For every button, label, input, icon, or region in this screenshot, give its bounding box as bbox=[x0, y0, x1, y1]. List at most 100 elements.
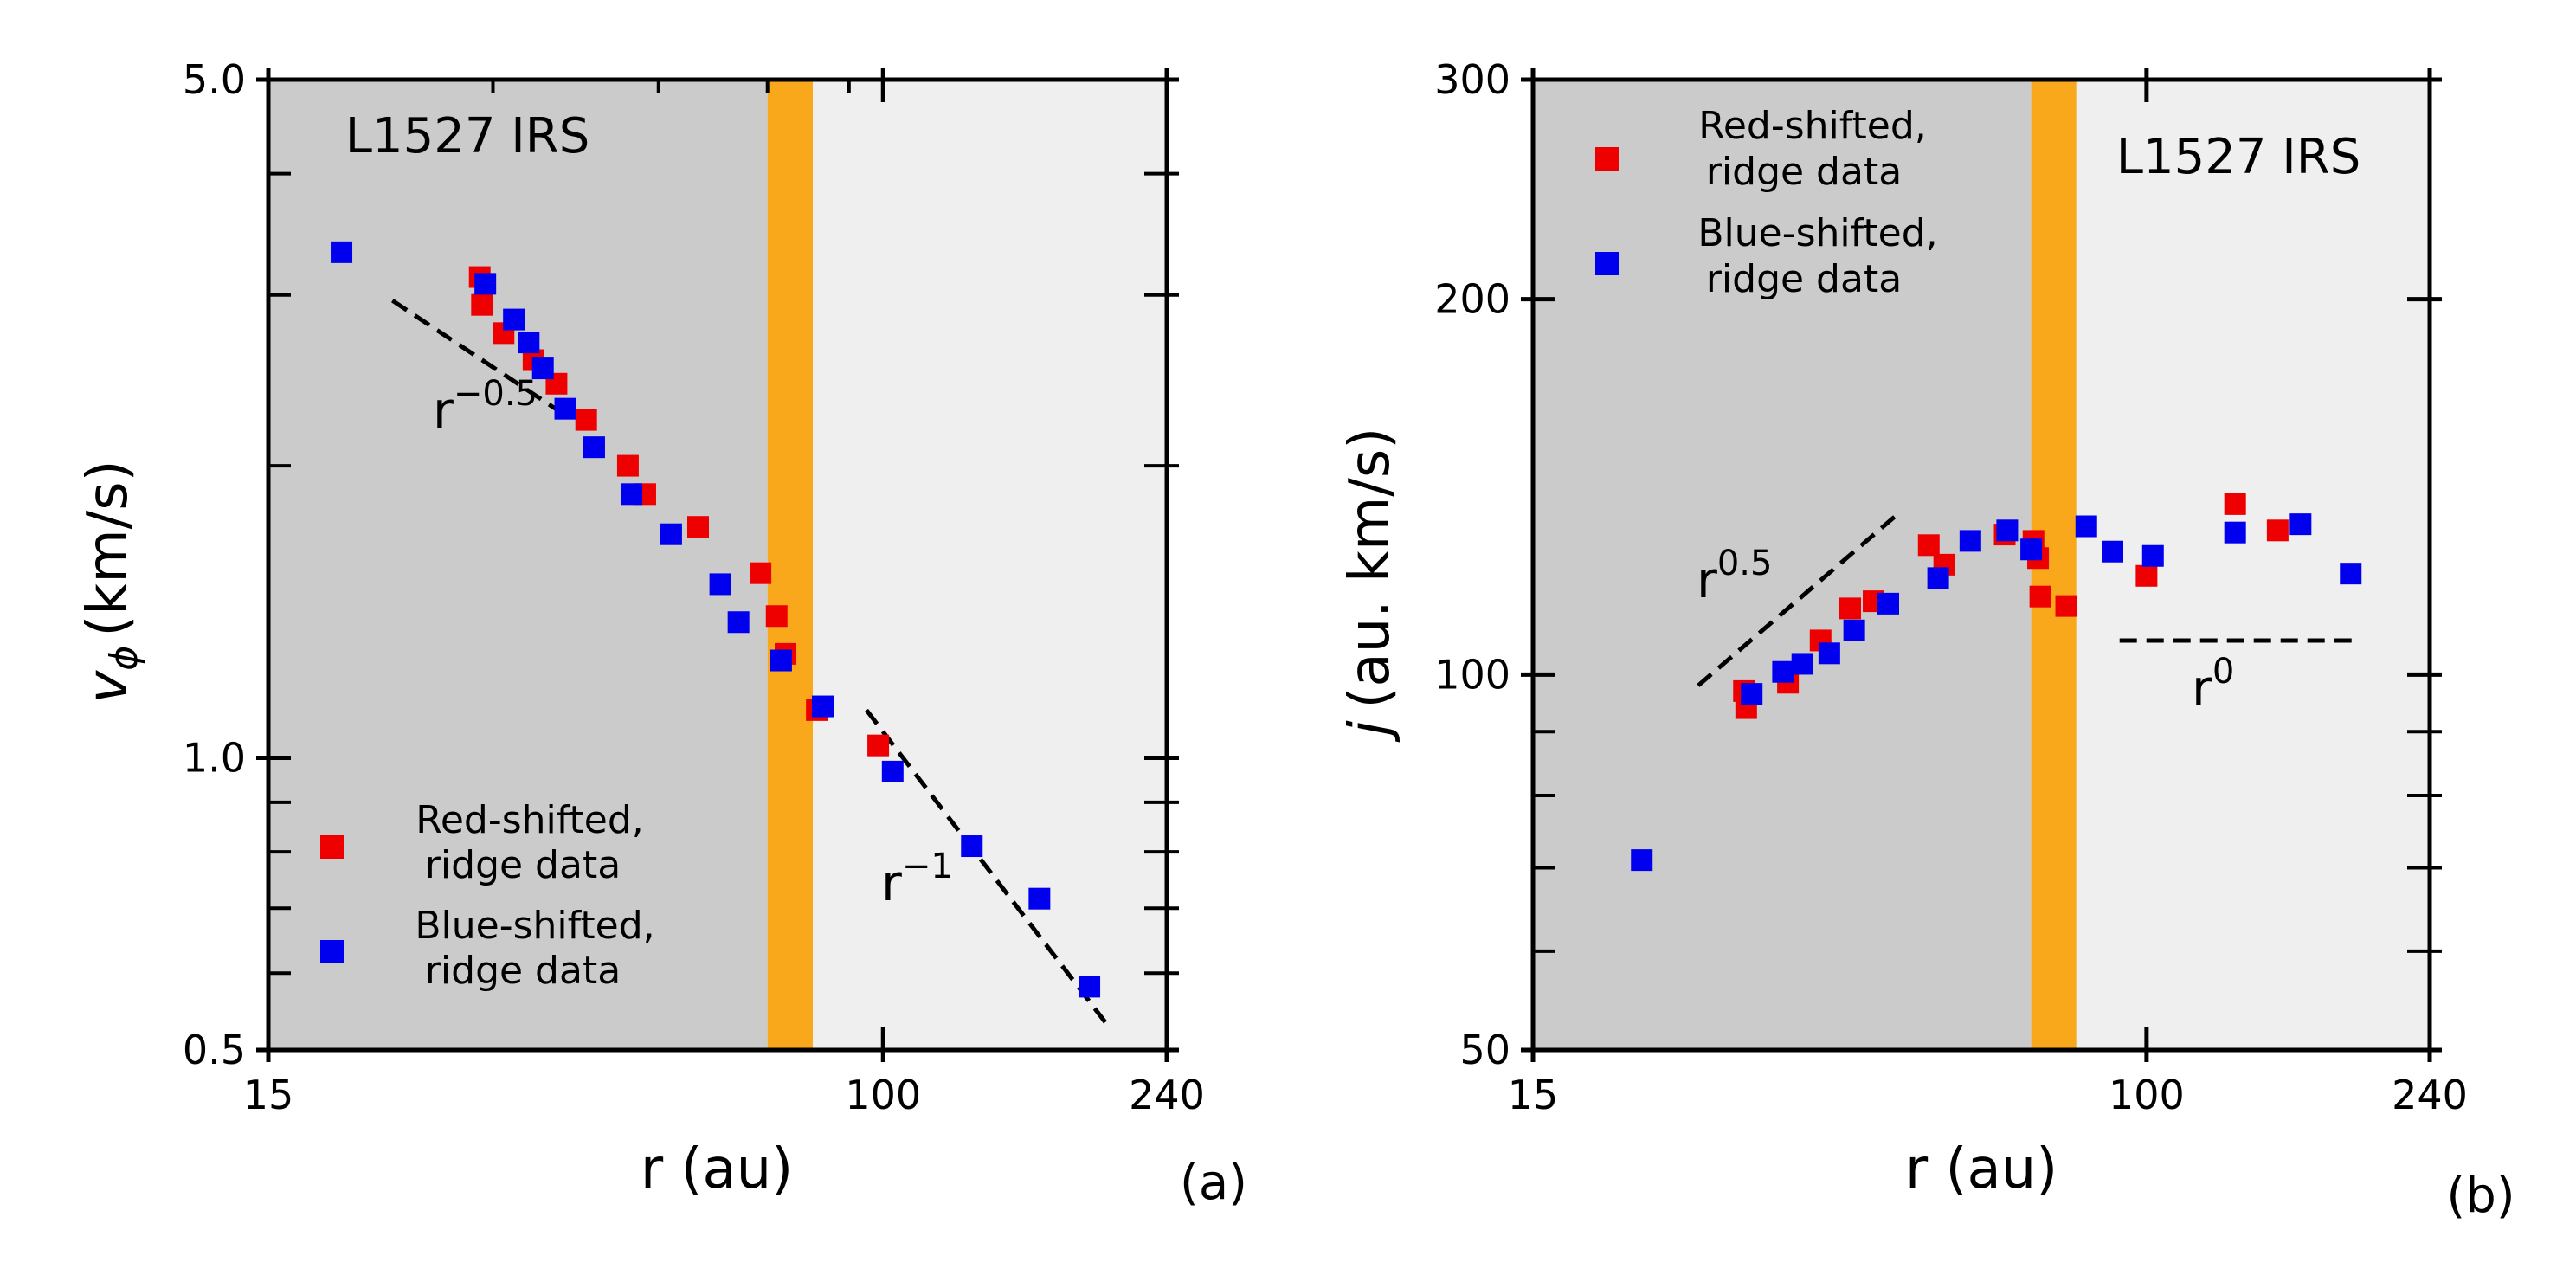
blue-data-point bbox=[2224, 521, 2246, 544]
plot-frame bbox=[1530, 77, 2432, 1053]
blue-data-point bbox=[531, 357, 554, 380]
blue-data-point bbox=[503, 308, 525, 331]
panel-label: (b) bbox=[2446, 1168, 2515, 1224]
blue-data-point bbox=[518, 332, 540, 354]
legend-marker-red bbox=[320, 835, 344, 859]
red-data-point bbox=[686, 516, 709, 538]
shaded-regions bbox=[1533, 80, 2430, 1050]
blue-data-point bbox=[1818, 642, 1840, 665]
plot-frame bbox=[266, 77, 1169, 1053]
y-tick-label: 5.0 bbox=[183, 56, 246, 103]
shaded-region bbox=[268, 80, 768, 1050]
red-data-point bbox=[2135, 564, 2158, 587]
legend-marker-blue bbox=[320, 940, 344, 963]
blue-data-point bbox=[621, 483, 643, 506]
reference-line bbox=[1697, 514, 1897, 687]
blue-data-point bbox=[2102, 540, 2124, 563]
x-tick-label: 15 bbox=[1508, 1072, 1559, 1118]
slope-annotation-r-0: r0 bbox=[2192, 652, 2234, 718]
legend-label-red-line2: ridge data bbox=[1706, 150, 1902, 194]
red-data-point bbox=[2055, 595, 2077, 617]
blue-data-point bbox=[1631, 849, 1653, 872]
panel-b: 15 100 240 50 100 200 300 r (au) j (au. k… bbox=[1338, 56, 2515, 1224]
blue-data-point bbox=[881, 760, 904, 782]
blue-data-point bbox=[770, 649, 792, 672]
red-data-point bbox=[2029, 585, 2051, 608]
data-points bbox=[331, 241, 1101, 998]
blue-data-point bbox=[2020, 538, 2043, 561]
legend-marker-red bbox=[1595, 147, 1619, 171]
panel-a: 15 100 240 0.5 1.0 5.0 r (au) vϕ (km/s) (… bbox=[76, 56, 1247, 1211]
legend-label-red-line2: ridge data bbox=[425, 843, 621, 887]
blue-data-point bbox=[1791, 653, 1813, 675]
x-tick-label: 100 bbox=[845, 1072, 921, 1118]
red-data-point bbox=[1839, 597, 1861, 620]
blue-data-point bbox=[583, 436, 605, 459]
reference-line bbox=[391, 299, 571, 421]
slope-annotation-r-minus-1: r−1 bbox=[881, 847, 953, 912]
region-label: L1527 IRS bbox=[345, 108, 590, 164]
blue-data-point bbox=[2340, 563, 2362, 585]
y-tick-label: 50 bbox=[1459, 1027, 1510, 1073]
blue-data-point bbox=[2289, 513, 2312, 536]
x-axis-title: r (au) bbox=[641, 1137, 793, 1201]
legend: Red-shifted, ridge data Blue-shifted, ri… bbox=[1595, 104, 1938, 301]
y-tick-label: 300 bbox=[1434, 56, 1510, 103]
blue-data-point bbox=[1843, 619, 1865, 641]
blue-data-point bbox=[1028, 887, 1051, 910]
legend-label-blue-line2: ridge data bbox=[1706, 257, 1902, 301]
region-label: L1527 IRS bbox=[2116, 129, 2361, 185]
y-axis-symbol: j bbox=[1338, 720, 1402, 743]
shaded-region bbox=[767, 80, 814, 1050]
legend-label-blue-line1: Blue-shifted, bbox=[415, 904, 654, 948]
red-data-point bbox=[867, 734, 890, 757]
red-data-point bbox=[471, 293, 493, 316]
blue-data-point bbox=[1741, 683, 1763, 705]
slope-annotation-r-minus-0.5: r−0.5 bbox=[433, 374, 538, 440]
x-tick-label: 15 bbox=[243, 1072, 294, 1118]
blue-data-point bbox=[1996, 519, 2019, 542]
red-data-point bbox=[750, 562, 772, 584]
blue-data-point bbox=[1772, 660, 1794, 683]
blue-data-point bbox=[2141, 544, 2164, 567]
blue-data-point bbox=[1927, 567, 1949, 589]
panel-label: (a) bbox=[1180, 1155, 1247, 1211]
blue-data-point bbox=[727, 611, 750, 634]
slope-annotation-r-0.5: r0.5 bbox=[1697, 544, 1772, 609]
y-axis-unit: (km/s) bbox=[76, 460, 140, 636]
blue-data-point bbox=[474, 273, 497, 295]
blue-data-point bbox=[554, 397, 576, 420]
axis-ticks bbox=[1521, 68, 2442, 1062]
blue-data-point bbox=[2075, 515, 2097, 538]
shaded-region bbox=[2076, 80, 2430, 1050]
blue-data-point bbox=[660, 523, 682, 545]
red-data-point bbox=[1917, 534, 1940, 557]
y-tick-label: 0.5 bbox=[183, 1027, 246, 1073]
reference-line bbox=[865, 708, 1110, 1027]
reference-lines bbox=[1697, 514, 2354, 687]
legend-label-red-line1: Red-shifted, bbox=[1698, 104, 1926, 148]
red-data-point bbox=[2266, 519, 2289, 542]
red-data-point bbox=[2224, 493, 2246, 515]
blue-data-point bbox=[1079, 976, 1101, 998]
y-axis-title: j (au. km/s) bbox=[1338, 428, 1402, 744]
reference-lines bbox=[391, 299, 1110, 1027]
shaded-region bbox=[813, 80, 1167, 1050]
blue-data-point bbox=[961, 835, 983, 858]
red-data-point bbox=[616, 454, 639, 477]
legend-label-blue-line2: ridge data bbox=[425, 949, 621, 993]
red-data-point bbox=[575, 409, 597, 431]
legend-label-red-line1: Red-shifted, bbox=[415, 798, 643, 842]
blue-data-point bbox=[811, 695, 834, 718]
y-tick-label: 1.0 bbox=[183, 735, 246, 782]
y-axis-symbol: v bbox=[76, 670, 140, 704]
legend-marker-blue bbox=[1595, 252, 1619, 275]
blue-data-point bbox=[1877, 592, 1900, 615]
y-axis-unit: (au. km/s) bbox=[1338, 428, 1402, 709]
legend-label-blue-line1: Blue-shifted, bbox=[1697, 211, 1937, 255]
shaded-regions bbox=[268, 80, 1167, 1050]
y-tick-label: 100 bbox=[1434, 651, 1510, 698]
data-points bbox=[1631, 493, 2362, 872]
x-tick-label: 100 bbox=[2109, 1072, 2185, 1118]
